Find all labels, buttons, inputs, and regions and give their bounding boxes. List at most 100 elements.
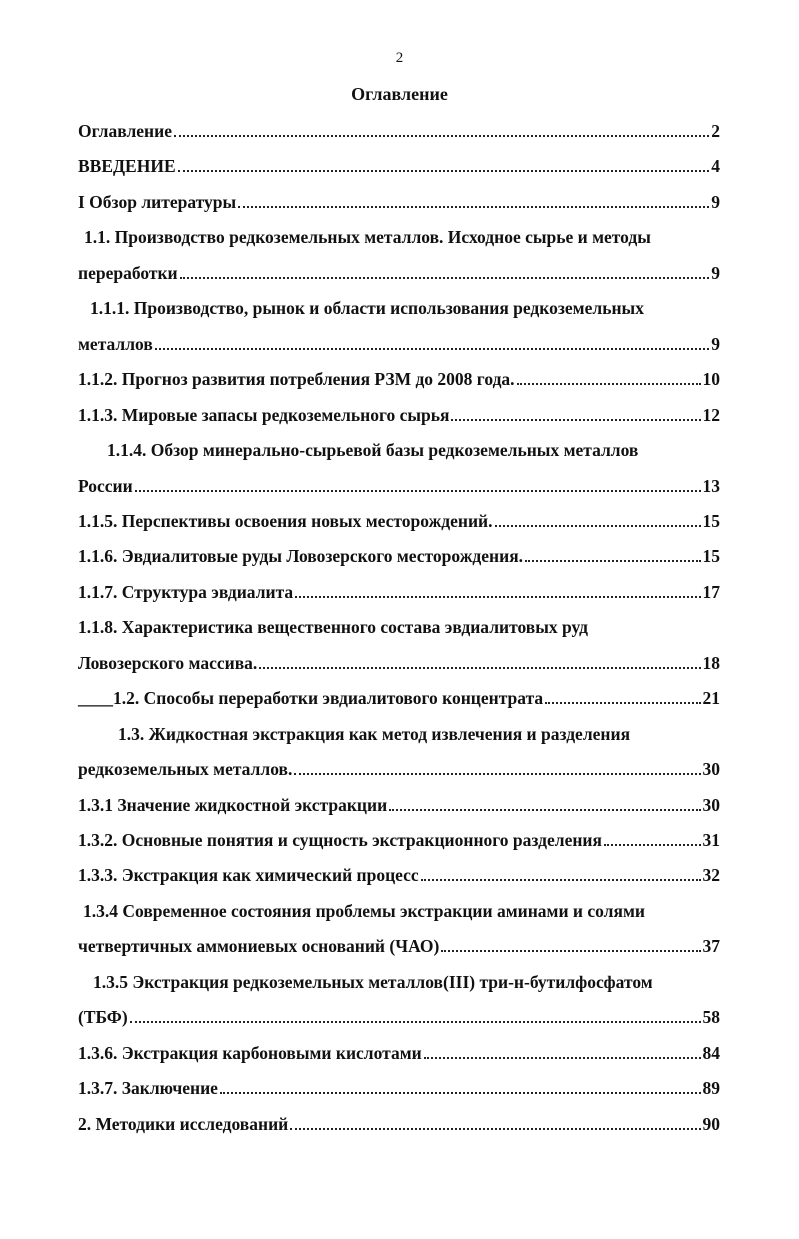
leader-dots <box>545 702 701 705</box>
toc-line: 1.3.1 Значение жидкостной экстракции 30 <box>78 793 720 817</box>
toc-line: четвертичных аммониевых оснований (ЧАО) 3… <box>78 934 720 958</box>
leader-dots <box>134 489 701 492</box>
toc-line: России 13 <box>78 474 720 498</box>
leader-dots <box>177 170 710 173</box>
page-number: 2 <box>395 50 404 66</box>
entry-page: 4 <box>711 156 720 177</box>
leader-dots <box>290 1127 701 1130</box>
leader-dots <box>494 524 701 527</box>
leader-dots <box>173 135 710 137</box>
entry-page: 37 <box>702 936 721 957</box>
entry-text: Оглавление <box>78 121 172 141</box>
leader-dots <box>441 950 701 953</box>
toc-line: 1.1.1. Производство, рынок и области исп… <box>90 296 720 320</box>
entry-text: металлов <box>78 333 153 354</box>
toc-line: 1.1.7. Структура эвдиалита 17 <box>78 580 720 604</box>
entry-text: I Обзор литературы <box>78 191 237 212</box>
leader-dots <box>423 1056 701 1059</box>
entry-page: 13 <box>702 475 721 496</box>
leader-dots <box>516 383 701 386</box>
entry-text: 1.3.4 Современное состояния проблемы экс… <box>83 900 645 921</box>
entry-page: 12 <box>702 404 721 425</box>
toc-line: 1.3. Жидкостная экстракция как метод изв… <box>118 722 720 746</box>
entry-text: 1.3.2. Основные понятия и сущность экстр… <box>78 830 602 850</box>
entry-text: 1.3.1 Значение жидкостной экстракции <box>78 794 388 815</box>
toc-title: Оглавление <box>351 84 448 104</box>
leader-dots <box>525 560 701 563</box>
toc-line: металлов 9 <box>78 332 720 356</box>
entry-page: 32 <box>702 865 721 886</box>
toc-line: 1.3.7. Заключение 89 <box>78 1076 720 1100</box>
toc-line: 2. Методики исследований 90 <box>78 1112 720 1136</box>
toc-line: (ТБФ) 58 <box>78 1005 720 1029</box>
entry-text: 1.1. Производство редкоземельных металло… <box>84 227 651 248</box>
leader-dots <box>154 347 710 350</box>
entry-page: 31 <box>702 830 721 850</box>
entry-page: 15 <box>702 546 721 567</box>
entry-page: 90 <box>702 1113 721 1134</box>
entry-text: 1.1.7. Структура эвдиалита <box>78 581 294 602</box>
toc-line: ВВЕДЕНИЕ 4 <box>78 154 720 178</box>
leader-dots <box>259 666 701 669</box>
leader-dots <box>219 1092 701 1095</box>
toc-line: 1.3.5 Экстракция редкоземельных металлов… <box>93 970 720 994</box>
entry-text: редкоземельных металлов. <box>78 759 293 780</box>
toc-line: Оглавление 2 <box>78 119 720 143</box>
toc-line: 1.1.3. Мировые запасы редкоземельного сы… <box>78 403 720 427</box>
toc-line: ____1.2. Способы переработки эвдиалитово… <box>78 686 720 710</box>
entry-text: 1.3.6. Экстракция карбоновыми кислотами <box>78 1042 422 1063</box>
entry-page: 9 <box>711 191 720 212</box>
toc-line: переработки 9 <box>78 261 720 285</box>
entry-text: 1.3. Жидкостная экстракция как метод изв… <box>118 723 631 744</box>
entry-text: 1.1.1. Производство, рынок и области исп… <box>90 298 644 319</box>
entry-page: 9 <box>711 333 720 354</box>
entry-text: 1.3.3. Экстракция как химический процесс <box>78 865 419 886</box>
entry-page: 10 <box>702 369 721 390</box>
toc-line: 1.1. Производство редкоземельных металло… <box>84 225 720 249</box>
toc-line: 1.3.3. Экстракция как химический процесс… <box>78 863 720 887</box>
toc-line: редкоземельных металлов. 30 <box>78 757 720 781</box>
leader-dots <box>420 879 701 882</box>
toc-line: Ловозерского массива. 18 <box>78 651 720 675</box>
toc-line: 1.3.4 Современное состояния проблемы экс… <box>83 899 720 923</box>
entry-text: 1.3.7. Заключение <box>78 1078 218 1099</box>
toc-line: 1.1.6. Эвдиалитовые руды Ловозерского ме… <box>78 544 720 568</box>
entry-text: 1.1.8. Характеристика вещественного сост… <box>78 617 589 638</box>
toc-line: 1.1.2. Прогноз развития потребления РЗМ … <box>78 367 720 391</box>
entry-text: 2. Методики исследований <box>78 1113 289 1134</box>
leader-dots <box>294 773 701 776</box>
entry-page: 18 <box>702 652 721 673</box>
entry-page: 30 <box>702 794 721 815</box>
entry-text: 1.1.6. Эвдиалитовые руды Ловозерского ме… <box>78 546 524 567</box>
toc-line: I Обзор литературы 9 <box>78 190 720 214</box>
leader-dots <box>179 276 710 279</box>
entry-text: (ТБФ) <box>78 1007 128 1028</box>
entry-page: 58 <box>702 1007 721 1028</box>
entry-text: четвертичных аммониевых оснований (ЧАО) <box>78 936 440 957</box>
entry-page: 9 <box>711 262 720 283</box>
leader-dots <box>451 418 701 421</box>
leader-dots <box>238 205 710 208</box>
entry-text: 1.1.3. Мировые запасы редкоземельного сы… <box>78 404 450 425</box>
leader-dots <box>389 808 701 811</box>
entry-page: 84 <box>702 1042 721 1063</box>
entry-text: России <box>78 475 133 496</box>
entry-text: 1.3.5 Экстракция редкоземельных металлов… <box>93 971 653 992</box>
entry-text: Ловозерского массива. <box>78 652 258 673</box>
toc-line: 1.3.2. Основные понятия и сущность экстр… <box>78 828 720 852</box>
toc-line: 1.1.4. Обзор минерально-сырьевой базы ре… <box>107 438 720 462</box>
entry-page: 30 <box>702 759 721 780</box>
entry-text: 1.1.5. Перспективы освоения новых местор… <box>78 510 493 531</box>
entry-page: 17 <box>702 581 721 602</box>
entry-page: 89 <box>702 1078 721 1099</box>
toc-line: 1.1.5. Перспективы освоения новых местор… <box>78 509 720 533</box>
leader-dots <box>129 1021 701 1024</box>
entry-page: 21 <box>702 688 721 709</box>
entry-text: 1.1.2. Прогноз развития потребления РЗМ … <box>78 369 515 390</box>
entry-text: ВВЕДЕНИЕ <box>78 156 176 177</box>
entry-page: 2 <box>711 121 720 141</box>
toc-line: 1.1.8. Характеристика вещественного сост… <box>78 615 720 639</box>
entry-page: 15 <box>702 510 721 531</box>
leader-dots <box>603 844 701 846</box>
toc-line: 1.3.6. Экстракция карбоновыми кислотами 8… <box>78 1041 720 1065</box>
